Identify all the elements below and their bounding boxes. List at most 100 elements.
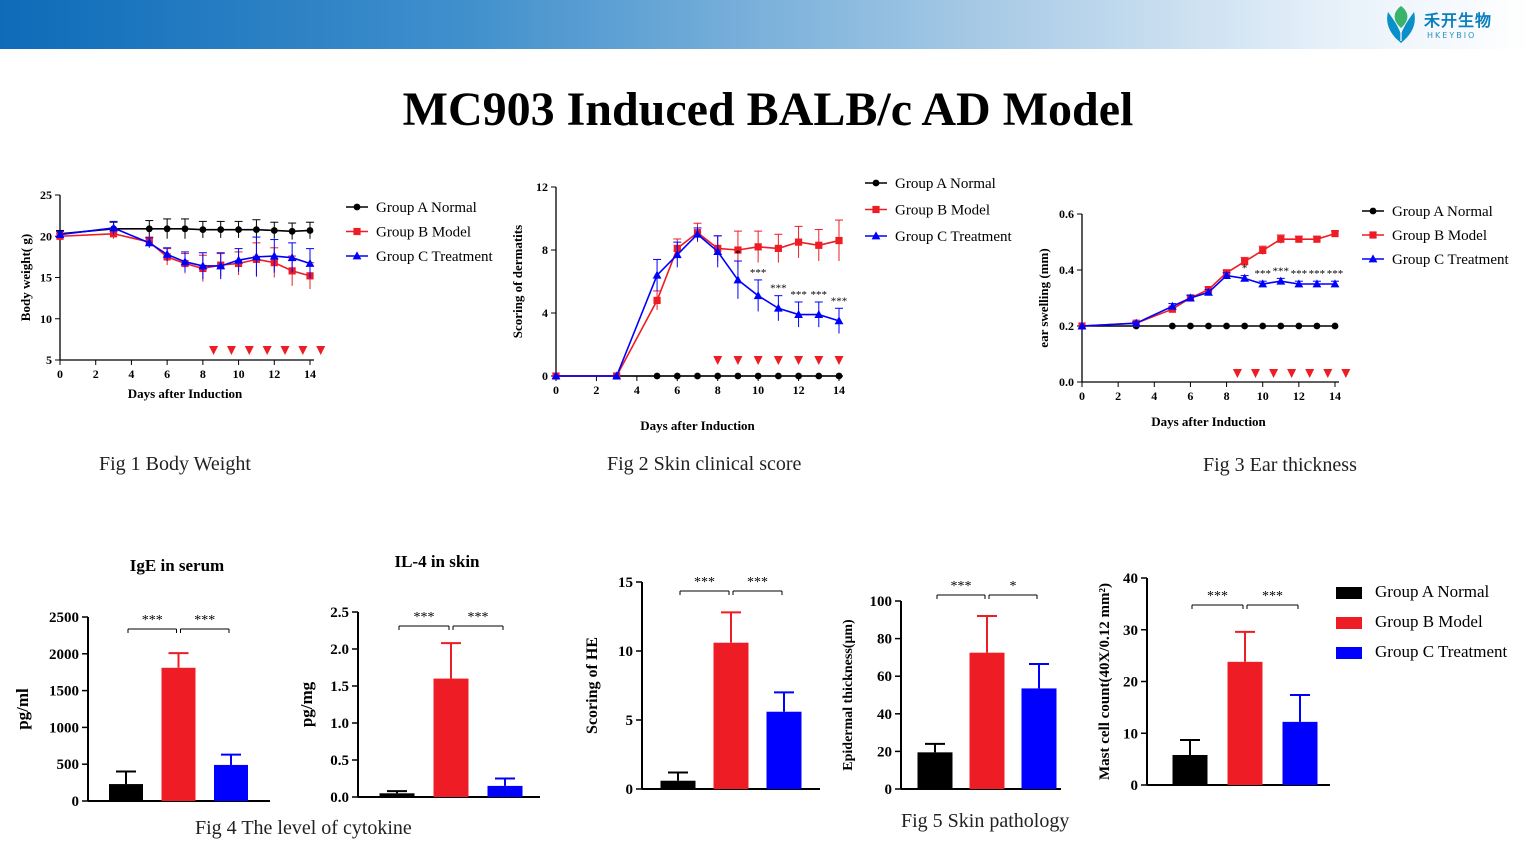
- data-point: [1277, 235, 1285, 243]
- data-point: [1295, 235, 1303, 243]
- data-point: [305, 258, 315, 267]
- data-point: [612, 371, 622, 380]
- y-tick-label: 100: [870, 594, 893, 610]
- data-point: [235, 226, 242, 234]
- y-axis-title: pg/ml: [13, 688, 32, 730]
- y-tick-label: 10: [618, 644, 633, 660]
- treatment-arrow: [262, 346, 272, 355]
- data-point: [180, 257, 190, 266]
- data-point: [252, 252, 261, 261]
- bar: [433, 678, 469, 797]
- y-tick-label: 0: [626, 782, 634, 798]
- chart-skin-clinical-score: 0 2 4 6 8 10 12 14 0 4 8 12 Days after Induction Scor…: [510, 176, 1013, 433]
- treatment-arrow: [1287, 369, 1297, 378]
- legend-label: Group C Treatment: [1375, 642, 1508, 661]
- legend-label: Group A Normal: [376, 200, 477, 216]
- caption-fig4: Fig 4 The level of cytokine: [195, 817, 412, 839]
- y-tick-label: 0.4: [1059, 263, 1074, 277]
- data-point: [1313, 322, 1321, 330]
- bar: [109, 784, 143, 801]
- data-point: [217, 226, 225, 234]
- significance-label: ***: [194, 613, 215, 628]
- data-point: [253, 226, 260, 234]
- legend-label: Group C Treatment: [895, 229, 1013, 245]
- treatment-arrow: [316, 346, 326, 355]
- chart-ige-serum: IgE in serum 0 500 1000 1500 2000 2500 pg/ml ***…: [13, 556, 270, 810]
- data-point: [1259, 322, 1267, 330]
- bar: [766, 711, 802, 789]
- data-point: [269, 251, 279, 260]
- data-point: [287, 253, 297, 262]
- legend-item-group-c: Group C Treatment: [1336, 642, 1526, 672]
- chart-body-weight: 0 2 4 6 8 10 12 14 5 10 15 20 25 Days after Induction…: [18, 188, 494, 401]
- bar: [161, 667, 196, 801]
- legend-label: Group B Model: [376, 225, 471, 241]
- chart-mast-cell-count: 0 10 20 30 40 Mast cell count(40X/0.12 mm²) **…: [1097, 571, 1330, 794]
- data-point: [774, 244, 782, 253]
- data-point: [1187, 322, 1194, 330]
- significance-label: ***: [1291, 268, 1308, 280]
- data-point: [1186, 293, 1195, 302]
- x-axis-title: Days after Induction: [1151, 414, 1266, 429]
- treatment-arrow: [209, 346, 219, 355]
- y-axis-title: Mast cell count(40X/0.12 mm²): [1097, 583, 1113, 780]
- x-tick-label: 0: [57, 367, 63, 381]
- x-tick-label: 14: [304, 367, 316, 381]
- x-tick-label: 12: [268, 367, 280, 381]
- data-point: [714, 372, 722, 380]
- y-tick-label: 2000: [49, 647, 79, 663]
- data-point: [835, 372, 843, 380]
- y-tick-label: 0.0: [330, 790, 349, 806]
- chart-title: IL-4 in skin: [394, 552, 480, 571]
- data-point: [1222, 271, 1231, 279]
- y-tick-label: 2500: [49, 610, 79, 626]
- y-tick-label: 0: [72, 794, 80, 810]
- significance-label: ***: [790, 289, 807, 301]
- y-tick-label: 2.5: [330, 605, 349, 621]
- data-point: [1131, 318, 1141, 327]
- treatment-arrow: [773, 356, 783, 365]
- y-axis-title: pg/mg: [297, 681, 316, 727]
- legend-label: Group A Normal: [895, 176, 996, 192]
- series-group-c-treatment: [551, 227, 844, 380]
- y-tick-label: 5: [626, 713, 634, 729]
- data-point: [181, 225, 189, 233]
- y-tick-label: 20: [877, 744, 892, 760]
- bar: [1282, 721, 1318, 785]
- treatment-arrow: [1250, 369, 1260, 378]
- series-group-a-normal: [56, 218, 314, 240]
- data-point: [1331, 230, 1339, 238]
- x-tick-label: 12: [1293, 389, 1305, 403]
- x-tick-label: 10: [1257, 389, 1269, 403]
- data-point: [353, 203, 361, 211]
- significance-label: ***: [694, 575, 715, 590]
- data-point: [872, 179, 880, 187]
- data-point: [794, 238, 803, 246]
- logo-chinese-text: 禾开生物: [1424, 11, 1493, 30]
- x-tick-label: 4: [1151, 389, 1157, 403]
- bar: [379, 793, 415, 797]
- series-group-c-treatment: [55, 220, 315, 280]
- legend-label: Group B Model: [1392, 228, 1487, 244]
- y-tick-label: 1000: [49, 720, 79, 736]
- legend-item-group-a: Group A Normal: [1336, 582, 1526, 612]
- treatment-arrow: [226, 346, 236, 355]
- data-point: [55, 230, 65, 238]
- data-point: [1276, 276, 1286, 285]
- series-line: [556, 231, 840, 377]
- caption-fig2: Fig 2 Skin clinical score: [607, 453, 802, 475]
- series-line: [1081, 274, 1335, 327]
- y-tick-label: 0: [542, 369, 548, 383]
- y-axis-title: Scoring of dermatits: [510, 225, 525, 338]
- data-point: [1205, 322, 1212, 330]
- legend-label: Group A Normal: [1392, 204, 1493, 220]
- significance-label: *: [1010, 579, 1017, 594]
- treatment-arrow: [1232, 369, 1242, 378]
- y-tick-label: 60: [877, 669, 892, 685]
- data-point: [1331, 322, 1339, 330]
- treatment-arrow: [244, 346, 254, 355]
- significance-label: ***: [1273, 265, 1290, 277]
- data-point: [1167, 301, 1177, 310]
- data-point: [234, 255, 243, 264]
- data-point: [653, 372, 661, 380]
